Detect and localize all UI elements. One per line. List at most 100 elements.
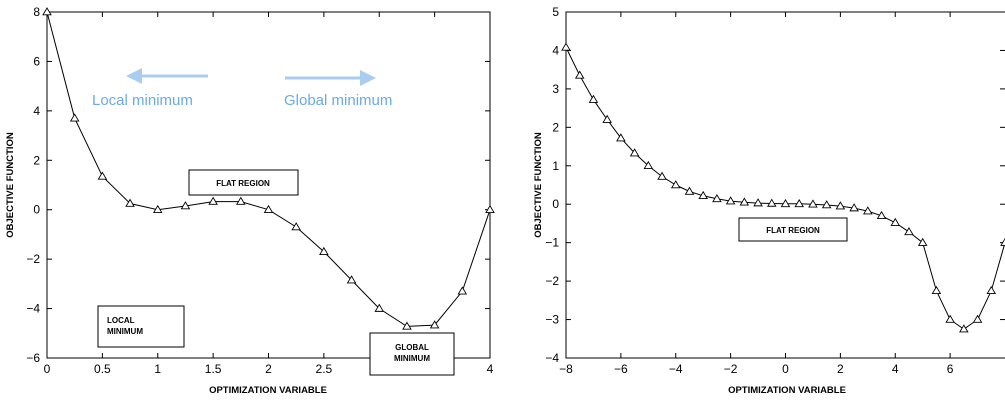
y-tick-label: −2 (545, 274, 559, 288)
x-axis-label-left: OPTIMIZATION VARIABLE (209, 385, 327, 396)
y-tick-label: 2 (552, 120, 559, 134)
data-point-marker (574, 70, 585, 79)
axis-ticks-right (565, 11, 1005, 359)
annotation-flat-region-right: FLAT REGION (738, 217, 848, 242)
x-tick-label: 1.5 (205, 362, 222, 376)
x-tick-label: 0 (44, 362, 51, 376)
annotation-global-minimum: GLOBAL MINIMUM (369, 332, 455, 376)
x-tick-label: 1 (154, 362, 161, 376)
y-tick-label: −6 (26, 351, 40, 365)
data-point-marker (319, 246, 329, 255)
y-axis-label-left: OBJECTIVE FUNCTION (5, 132, 16, 238)
data-point-marker (291, 222, 301, 231)
data-point-marker (180, 201, 191, 210)
chart-right: −8 −6 −4 −2 0 2 4 6 5 4 3 2 1 0 −1 −2 −3 −4 OPTIMIZATION… (533, 5, 1005, 396)
y-tick-label: −4 (26, 302, 40, 316)
x-tick-label: 4 (892, 362, 899, 376)
x-tick-label: 6 (947, 362, 954, 376)
y-tick-label: 4 (33, 104, 40, 118)
data-point-marker (959, 324, 969, 333)
x-tick-label: −4 (669, 362, 683, 376)
svg-text:MINIMUM: MINIMUM (394, 354, 430, 363)
arrow-left-local (126, 68, 208, 84)
data-point-marker (152, 204, 163, 213)
data-point-marker (780, 198, 791, 208)
data-point-marker (670, 180, 681, 189)
y-tick-label: 2 (33, 153, 40, 167)
data-point-marker (263, 204, 274, 213)
data-point-marker (931, 285, 942, 294)
x-axis-label-right: OPTIMIZATION VARIABLE (728, 385, 846, 396)
annotation-local-minimum: LOCAL MINIMUM (97, 305, 185, 348)
data-point-marker (890, 217, 901, 226)
data-point-marker (125, 198, 135, 207)
svg-text:FLAT REGION: FLAT REGION (216, 179, 270, 188)
data-point-marker (712, 193, 722, 203)
y-tick-label: 5 (552, 5, 559, 19)
x-tick-label: −6 (614, 362, 628, 376)
data-point-marker (904, 227, 914, 236)
data-point-marker (208, 196, 218, 205)
data-point-marker (849, 203, 859, 212)
arrow-label-local-minimum: Local minimum (92, 92, 193, 109)
data-point-marker (402, 321, 412, 330)
data-point-marker (602, 114, 612, 123)
series-markers-right (561, 42, 1005, 333)
x-tick-label: −8 (559, 362, 573, 376)
data-point-marker (69, 113, 80, 122)
data-point-marker (1000, 237, 1005, 246)
data-point-marker (236, 196, 246, 205)
data-point-marker (794, 198, 805, 208)
annotation-flat-region-left: FLAT REGION (188, 169, 299, 196)
data-point-marker (346, 275, 357, 284)
arrow-label-global-minimum: Global minimum (284, 92, 392, 109)
svg-text:GLOBAL: GLOBAL (395, 343, 429, 352)
y-tick-label: 1 (552, 159, 559, 173)
y-tick-label: −3 (545, 313, 559, 327)
data-point-marker (97, 171, 108, 180)
data-point-marker (374, 303, 385, 312)
y-tick-label: −4 (545, 351, 559, 365)
data-point-marker (863, 206, 873, 215)
data-point-marker (808, 199, 818, 208)
x-tick-label: 2 (837, 362, 844, 376)
data-point-marker (485, 204, 495, 213)
y-tick-label: 8 (33, 5, 40, 19)
svg-text:FLAT REGION: FLAT REGION (766, 226, 820, 235)
data-point-marker (643, 160, 654, 170)
data-point-marker (972, 314, 983, 323)
y-tick-label: 3 (552, 82, 559, 96)
data-point-marker (945, 314, 955, 323)
data-point-marker (561, 42, 571, 51)
svg-text:LOCAL: LOCAL (107, 316, 135, 325)
arrow-right-global (285, 70, 376, 86)
x-tick-label: 2.5 (316, 362, 333, 376)
y-axis-label-right: OBJECTIVE FUNCTION (533, 132, 544, 238)
y-tick-label: −2 (26, 252, 40, 266)
svg-text:MINIMUM: MINIMUM (107, 327, 143, 336)
x-tick-label: 4 (487, 362, 494, 376)
x-tick-labels-left: 00.511.522.533.54 (44, 362, 494, 376)
y-tick-label: −1 (545, 236, 559, 250)
data-point-marker (429, 320, 440, 329)
data-point-marker (766, 198, 777, 207)
data-point-marker (629, 148, 640, 157)
data-point-marker (457, 286, 468, 295)
x-tick-label: 2 (265, 362, 272, 376)
data-point-marker (725, 196, 736, 205)
x-tick-label: 0 (782, 362, 789, 376)
data-point-marker (917, 237, 928, 246)
y-tick-label: 6 (33, 54, 40, 68)
data-point-marker (657, 171, 667, 180)
data-point-marker (986, 285, 997, 294)
x-tick-labels-right: −8 −6 −4 −2 0 2 4 6 (559, 362, 954, 376)
y-tick-label: 0 (33, 203, 40, 217)
data-point-marker (684, 186, 695, 195)
data-point-marker (739, 197, 750, 206)
x-tick-label: 0.5 (94, 362, 111, 376)
plot-frame-right (565, 11, 1005, 359)
y-tick-label: 4 (552, 43, 559, 57)
